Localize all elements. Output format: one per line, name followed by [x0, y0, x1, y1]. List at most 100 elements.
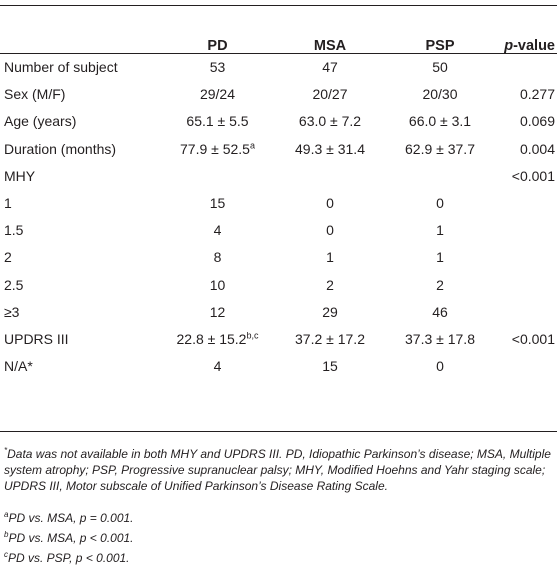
- cell-p-value-text: 0.004: [519, 140, 555, 157]
- cell-pd-superscript: a: [249, 139, 255, 150]
- cell-pd-text: 4: [213, 358, 222, 375]
- cell-msa-text: 2: [326, 276, 334, 293]
- row-label-text: Sex (M/F): [4, 86, 66, 103]
- bottom-rule: [0, 431, 557, 432]
- cell-psp-text: 46: [432, 303, 448, 320]
- footnote-c: cPD vs. PSP, p < 0.001.: [4, 550, 552, 570]
- cell-psp: 2: [385, 272, 495, 299]
- row-label-text: 1: [4, 195, 12, 211]
- cell-pd-text: 10: [209, 276, 226, 293]
- cell-msa-text: 0: [326, 222, 334, 239]
- row-label: Age (years): [4, 108, 76, 135]
- cell-pd: 12: [160, 299, 275, 326]
- row-label: 1.5: [4, 217, 23, 244]
- row-label-text: MHY: [4, 167, 36, 184]
- header-msa: MSA: [313, 38, 347, 54]
- row-label: Duration (months): [4, 136, 116, 163]
- header-psp: PSP: [425, 38, 455, 54]
- footnote-c-text: PD vs. PSP, p < 0.001.: [8, 551, 130, 565]
- cell-pd-text: 8: [213, 249, 222, 266]
- cell-psp: 62.9 ± 37.7: [385, 136, 495, 163]
- cell-msa-text: 15: [322, 358, 338, 375]
- cell-pd: 53: [160, 54, 275, 81]
- row-label-text: Age (years): [4, 113, 77, 130]
- cell-p-value-text: <0.001: [511, 167, 555, 184]
- cell-msa-text: 29: [322, 303, 338, 320]
- table-row: Number of subject 53 47 50: [0, 54, 557, 81]
- cell-pd: 65.1 ± 5.5: [160, 108, 275, 135]
- footnote-b-text: PD vs. MSA, p < 0.001.: [8, 531, 134, 545]
- cell-p-value: 0.004: [495, 136, 557, 163]
- cell-msa: 63.0 ± 7.2: [275, 108, 385, 135]
- footnote-star-mark: *: [4, 446, 8, 455]
- cell-psp: 37.3 ± 17.8: [385, 326, 495, 353]
- cell-psp-text: 1: [436, 249, 444, 266]
- row-label: N/A*: [4, 353, 33, 380]
- cell-msa-text: 1: [326, 249, 334, 266]
- cell-msa-text: 47: [322, 59, 338, 75]
- cell-msa: 47: [275, 54, 385, 81]
- row-label: Sex (M/F): [4, 81, 65, 108]
- cell-msa: 37.2 ± 17.2: [275, 326, 385, 353]
- header-row: PD MSA PSP p-value: [0, 33, 557, 59]
- table-row: 1.5 4 0 1: [0, 217, 557, 244]
- cell-pd-text: 29/24: [199, 86, 236, 103]
- header-p-italic: p: [504, 38, 514, 54]
- row-label: MHY: [4, 163, 35, 190]
- cell-pd: 22.8 ± 15.2b,c: [160, 326, 275, 353]
- cell-msa-text: 63.0 ± 7.2: [298, 113, 362, 130]
- cell-psp-text: 20/30: [422, 86, 458, 103]
- cell-psp: 1: [385, 244, 495, 271]
- footnote-star: *Data was not available in both MHY and …: [4, 446, 552, 510]
- cell-p-value: 0.069: [495, 108, 557, 135]
- cell-msa: 1: [275, 244, 385, 271]
- table-row: 2.5 10 2 2: [0, 272, 557, 299]
- cell-psp: 66.0 ± 3.1: [385, 108, 495, 135]
- header-rule: [0, 53, 557, 54]
- row-label-text: ≥3: [4, 303, 20, 320]
- cell-pd: 4: [160, 353, 275, 380]
- table-row: MHY <0.001: [0, 163, 557, 190]
- footnote-a-text: PD vs. MSA, p = 0.001.: [8, 511, 134, 525]
- cell-psp-text: 66.0 ± 3.1: [408, 113, 472, 130]
- cell-pd: 10: [160, 272, 275, 299]
- row-label-text: 1.5: [4, 222, 24, 239]
- top-rule: [0, 5, 557, 6]
- table-row: N/A* 4 15 0: [0, 353, 557, 380]
- footnote-a: aPD vs. MSA, p = 0.001.: [4, 510, 552, 530]
- table-row: ≥3 12 29 46: [0, 299, 557, 326]
- cell-psp: 0: [385, 353, 495, 380]
- cell-msa-text: 49.3 ± 31.4: [295, 140, 365, 157]
- cell-pd-text: 15: [209, 195, 226, 211]
- table-row: Duration (months) 77.9 ± 52.5a 49.3 ± 31.4…: [0, 136, 557, 163]
- cell-p-value: <0.001: [495, 163, 557, 190]
- cell-pd-text: 4: [213, 222, 222, 239]
- table-row: 1 15 0 0: [0, 190, 557, 217]
- cell-psp-text: 62.9 ± 37.7: [405, 140, 475, 157]
- cell-pd: 29/24: [160, 81, 275, 108]
- cell-pd-text: 77.9 ± 52.5: [180, 140, 250, 157]
- cell-pd-text: 12: [209, 303, 226, 320]
- cell-pd: 4: [160, 217, 275, 244]
- cell-p-value: 0.277: [495, 81, 557, 108]
- cell-msa-text: 37.2 ± 17.2: [295, 331, 365, 347]
- cell-pd: 15: [160, 190, 275, 217]
- footnote-b: bPD vs. MSA, p < 0.001.: [4, 530, 552, 550]
- cell-pd-text: 22.8 ± 15.2: [176, 331, 247, 347]
- cell-msa-text: 0: [326, 195, 334, 211]
- table-row: Age (years) 65.1 ± 5.5 63.0 ± 7.2 66.0 ± 3.…: [0, 108, 557, 135]
- row-label: Number of subject: [4, 54, 118, 81]
- cell-msa: 0: [275, 190, 385, 217]
- cell-psp-text: 0: [436, 195, 444, 211]
- cell-psp: 46: [385, 299, 495, 326]
- row-label: 2.5: [4, 272, 23, 299]
- cell-msa: 29: [275, 299, 385, 326]
- cell-pd-text: 65.1 ± 5.5: [186, 113, 249, 130]
- row-label: UPDRS III: [4, 326, 69, 353]
- table-row: Sex (M/F) 29/24 20/27 20/30 0.277: [0, 81, 557, 108]
- row-label-text: Duration (months): [4, 140, 117, 157]
- row-label-text: UPDRS III: [4, 331, 69, 347]
- cell-msa: 2: [275, 272, 385, 299]
- cell-msa: 49.3 ± 31.4: [275, 136, 385, 163]
- cell-psp-text: 37.3 ± 17.8: [405, 331, 475, 347]
